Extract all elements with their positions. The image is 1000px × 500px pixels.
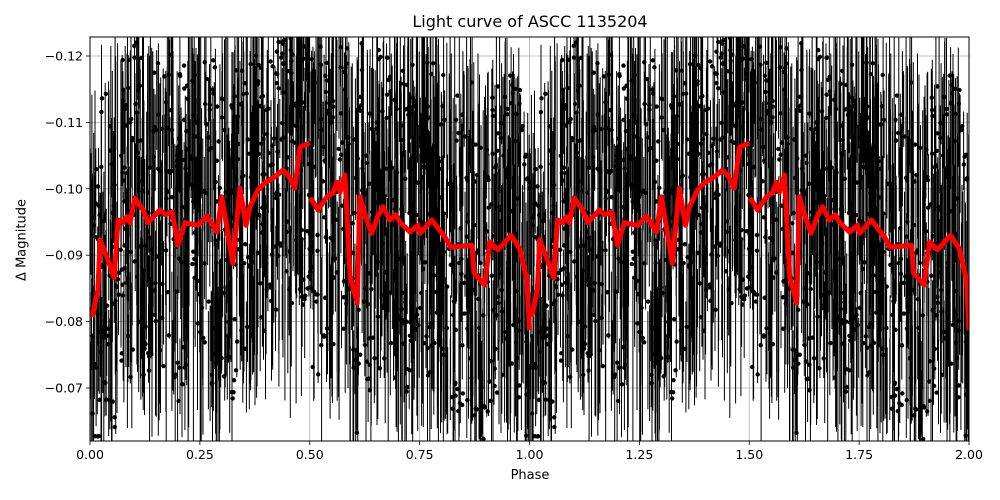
x-tick-label: 1.00: [516, 447, 544, 462]
y-tick-label: −0.12: [45, 49, 83, 64]
y-tick-label: −0.10: [45, 181, 83, 196]
y-tick-label: −0.09: [45, 248, 83, 263]
axis-ticks: 0.00 0.25 0.50 0.75 1.00 1.25 1.50 1.75 2.00 −0.1…: [45, 49, 983, 463]
x-tick-label: 2.00: [955, 447, 983, 462]
y-tick-label: −0.11: [45, 115, 83, 130]
x-tick-label: 1.75: [845, 447, 873, 462]
y-tick-label: −0.07: [45, 381, 83, 396]
x-tick-label: 0.50: [296, 447, 324, 462]
binned-curve: [90, 140, 969, 331]
chart-title: Light curve of ASCC 1135204: [412, 12, 648, 31]
x-tick-label: 1.50: [735, 447, 763, 462]
x-axis-label: Phase: [510, 468, 550, 483]
x-tick-label: 0.75: [406, 447, 434, 462]
y-tick-label: −0.08: [45, 314, 83, 329]
x-tick-label: 0.25: [186, 447, 214, 462]
observation-points: [90, 37, 969, 441]
x-tick-label: 0.00: [76, 447, 104, 462]
x-tick-label: 1.25: [625, 447, 653, 462]
